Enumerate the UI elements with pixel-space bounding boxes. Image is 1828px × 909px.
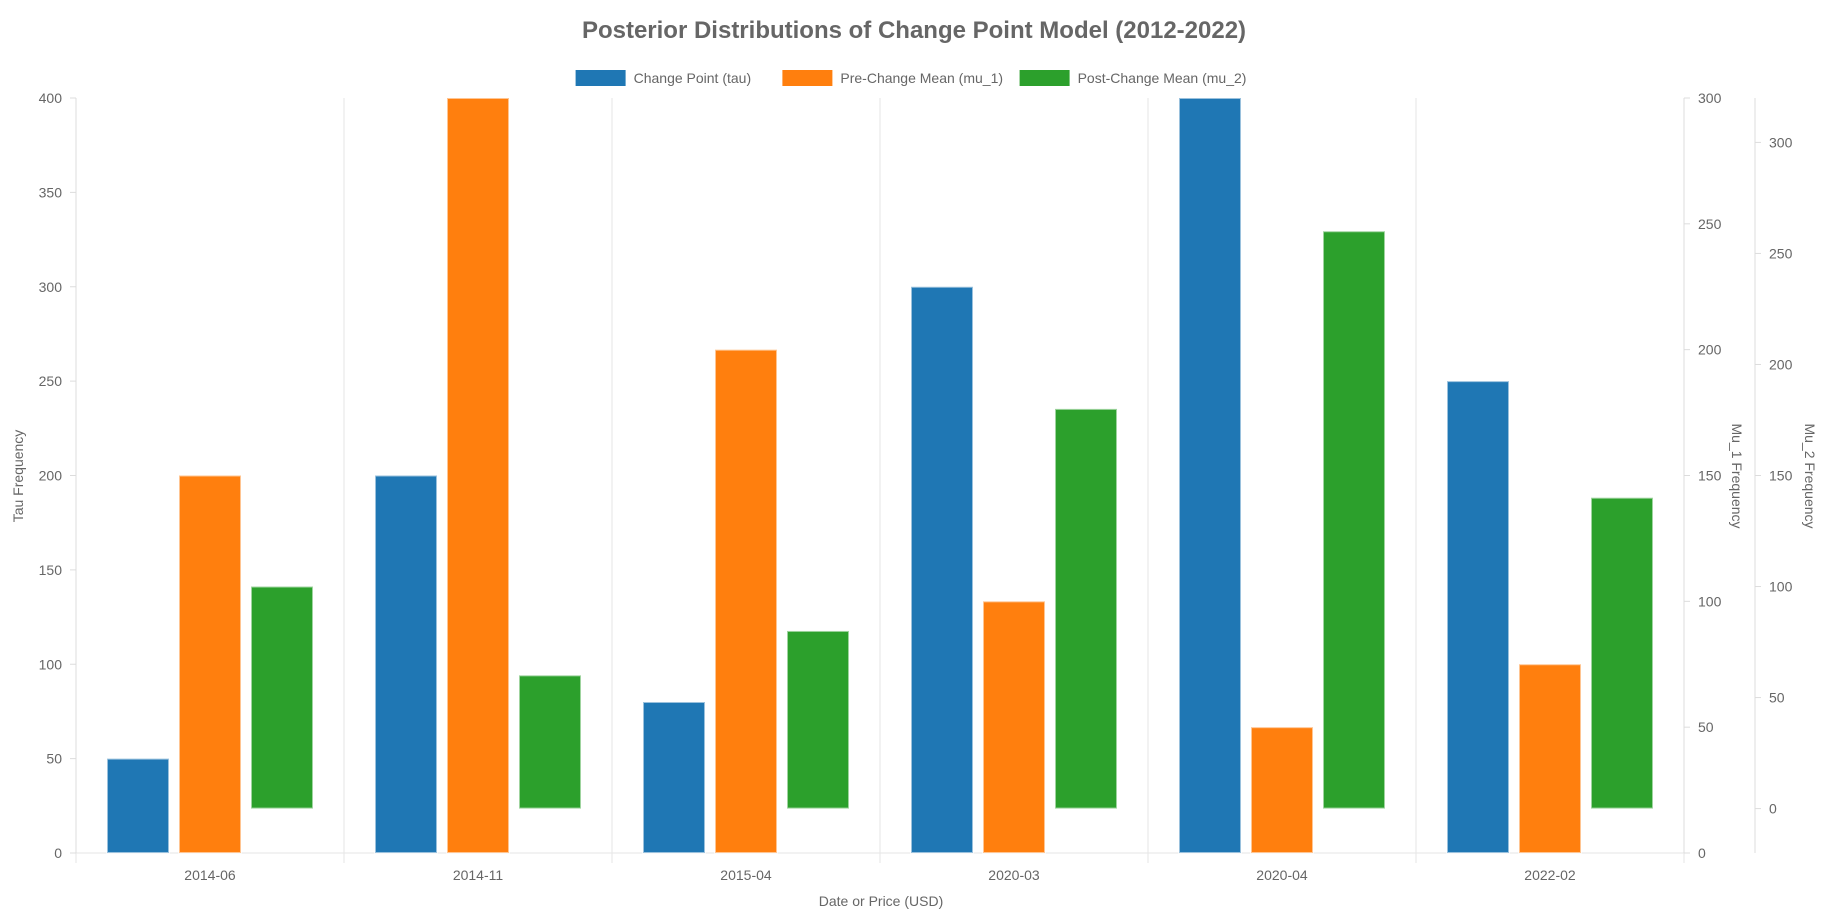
y-right2-axis-title: Mu_2 Frequency [1802, 423, 1818, 528]
bar-mu1[interactable] [1250, 726, 1314, 855]
bar-mu1[interactable] [714, 348, 778, 854]
legend-swatch [782, 70, 833, 86]
y-right2-tick-label: 50 [1769, 690, 1785, 706]
x-tick-label: 2020-03 [988, 867, 1040, 883]
x-tick-label: 2022-02 [1524, 867, 1576, 883]
y-right2-tick-label: 250 [1769, 245, 1793, 261]
y-right1-tick-label: 300 [1698, 90, 1722, 106]
bar-tau[interactable] [642, 701, 706, 854]
y-left-tick-label: 50 [46, 751, 62, 767]
y-left-tick-label: 150 [39, 562, 63, 578]
x-tick-label: 2014-06 [184, 867, 236, 883]
legend-item[interactable]: Post-Change Mean (mu_2) [1019, 70, 1247, 86]
bar-tau[interactable] [1446, 380, 1510, 854]
legend-swatch [575, 70, 626, 86]
y-left-tick-label: 350 [39, 184, 63, 200]
y-right1-tick-label: 250 [1698, 216, 1722, 232]
y-left-axis-title: Tau Frequency [10, 430, 26, 523]
x-tick-label: 2015-04 [720, 867, 772, 883]
y-left-tick-label: 100 [39, 656, 63, 672]
x-tick-label: 2020-04 [1256, 867, 1308, 883]
y-right1-tick-label: 200 [1698, 342, 1722, 358]
y-right2-tick-label: 300 [1769, 134, 1793, 150]
bar-tau[interactable] [106, 757, 170, 854]
legend-label: Pre-Change Mean (mu_1) [840, 70, 1003, 86]
bar-mu2[interactable] [1054, 407, 1118, 810]
bar-mu1[interactable] [1518, 663, 1582, 854]
bar-mu2[interactable] [518, 674, 582, 810]
y-right1-tick-label: 100 [1698, 593, 1722, 609]
legend[interactable]: Change Point (tau) Pre-Change Mean (mu_1)… [575, 70, 1247, 86]
y-left-tick-label: 0 [54, 845, 62, 861]
y-right2-tick-label: 200 [1769, 356, 1793, 372]
y-right2-tick-label: 0 [1769, 801, 1777, 817]
legend-item[interactable]: Pre-Change Mean (mu_1) [782, 70, 1003, 86]
x-axis-title: Date or Price (USD) [819, 893, 943, 909]
axes-layer: 0 50 100 150 200 250 300 350 400 0 50 100 150 200 250 3… [39, 90, 1793, 883]
chart-title: Posterior Distributions of Change Point … [582, 17, 1246, 44]
y-right2-tick-label: 150 [1769, 468, 1793, 484]
bar-mu2[interactable] [786, 629, 850, 810]
y-left-tick-label: 400 [39, 90, 63, 106]
y-right2-tick-label: 100 [1769, 579, 1793, 595]
legend-swatch [1019, 70, 1070, 86]
bar-mu1[interactable] [178, 474, 242, 854]
bar-mu2[interactable] [1590, 496, 1654, 810]
legend-item[interactable]: Change Point (tau) [575, 70, 752, 86]
legend-label: Post-Change Mean (mu_2) [1078, 70, 1247, 86]
grid-layer [75, 98, 1685, 863]
bar-tau[interactable] [910, 285, 974, 854]
y-right1-tick-label: 0 [1698, 845, 1706, 861]
bar-tau[interactable] [374, 474, 438, 854]
bar-tau[interactable] [1178, 97, 1242, 854]
y-right1-tick-label: 150 [1698, 468, 1722, 484]
legend-label: Change Point (tau) [634, 70, 752, 86]
bars-layer [106, 97, 1654, 855]
y-left-tick-label: 300 [39, 279, 63, 295]
y-right1-tick-label: 50 [1698, 719, 1714, 735]
bar-mu1[interactable] [446, 97, 510, 854]
x-tick-label: 2014-11 [453, 867, 504, 883]
bar-mu2[interactable] [250, 585, 314, 810]
bar-mu2[interactable] [1322, 230, 1386, 810]
bar-mu1[interactable] [982, 600, 1046, 854]
y-left-tick-label: 200 [39, 468, 63, 484]
y-right1-axis-title: Mu_1 Frequency [1729, 423, 1745, 528]
y-left-tick-label: 250 [39, 373, 63, 389]
